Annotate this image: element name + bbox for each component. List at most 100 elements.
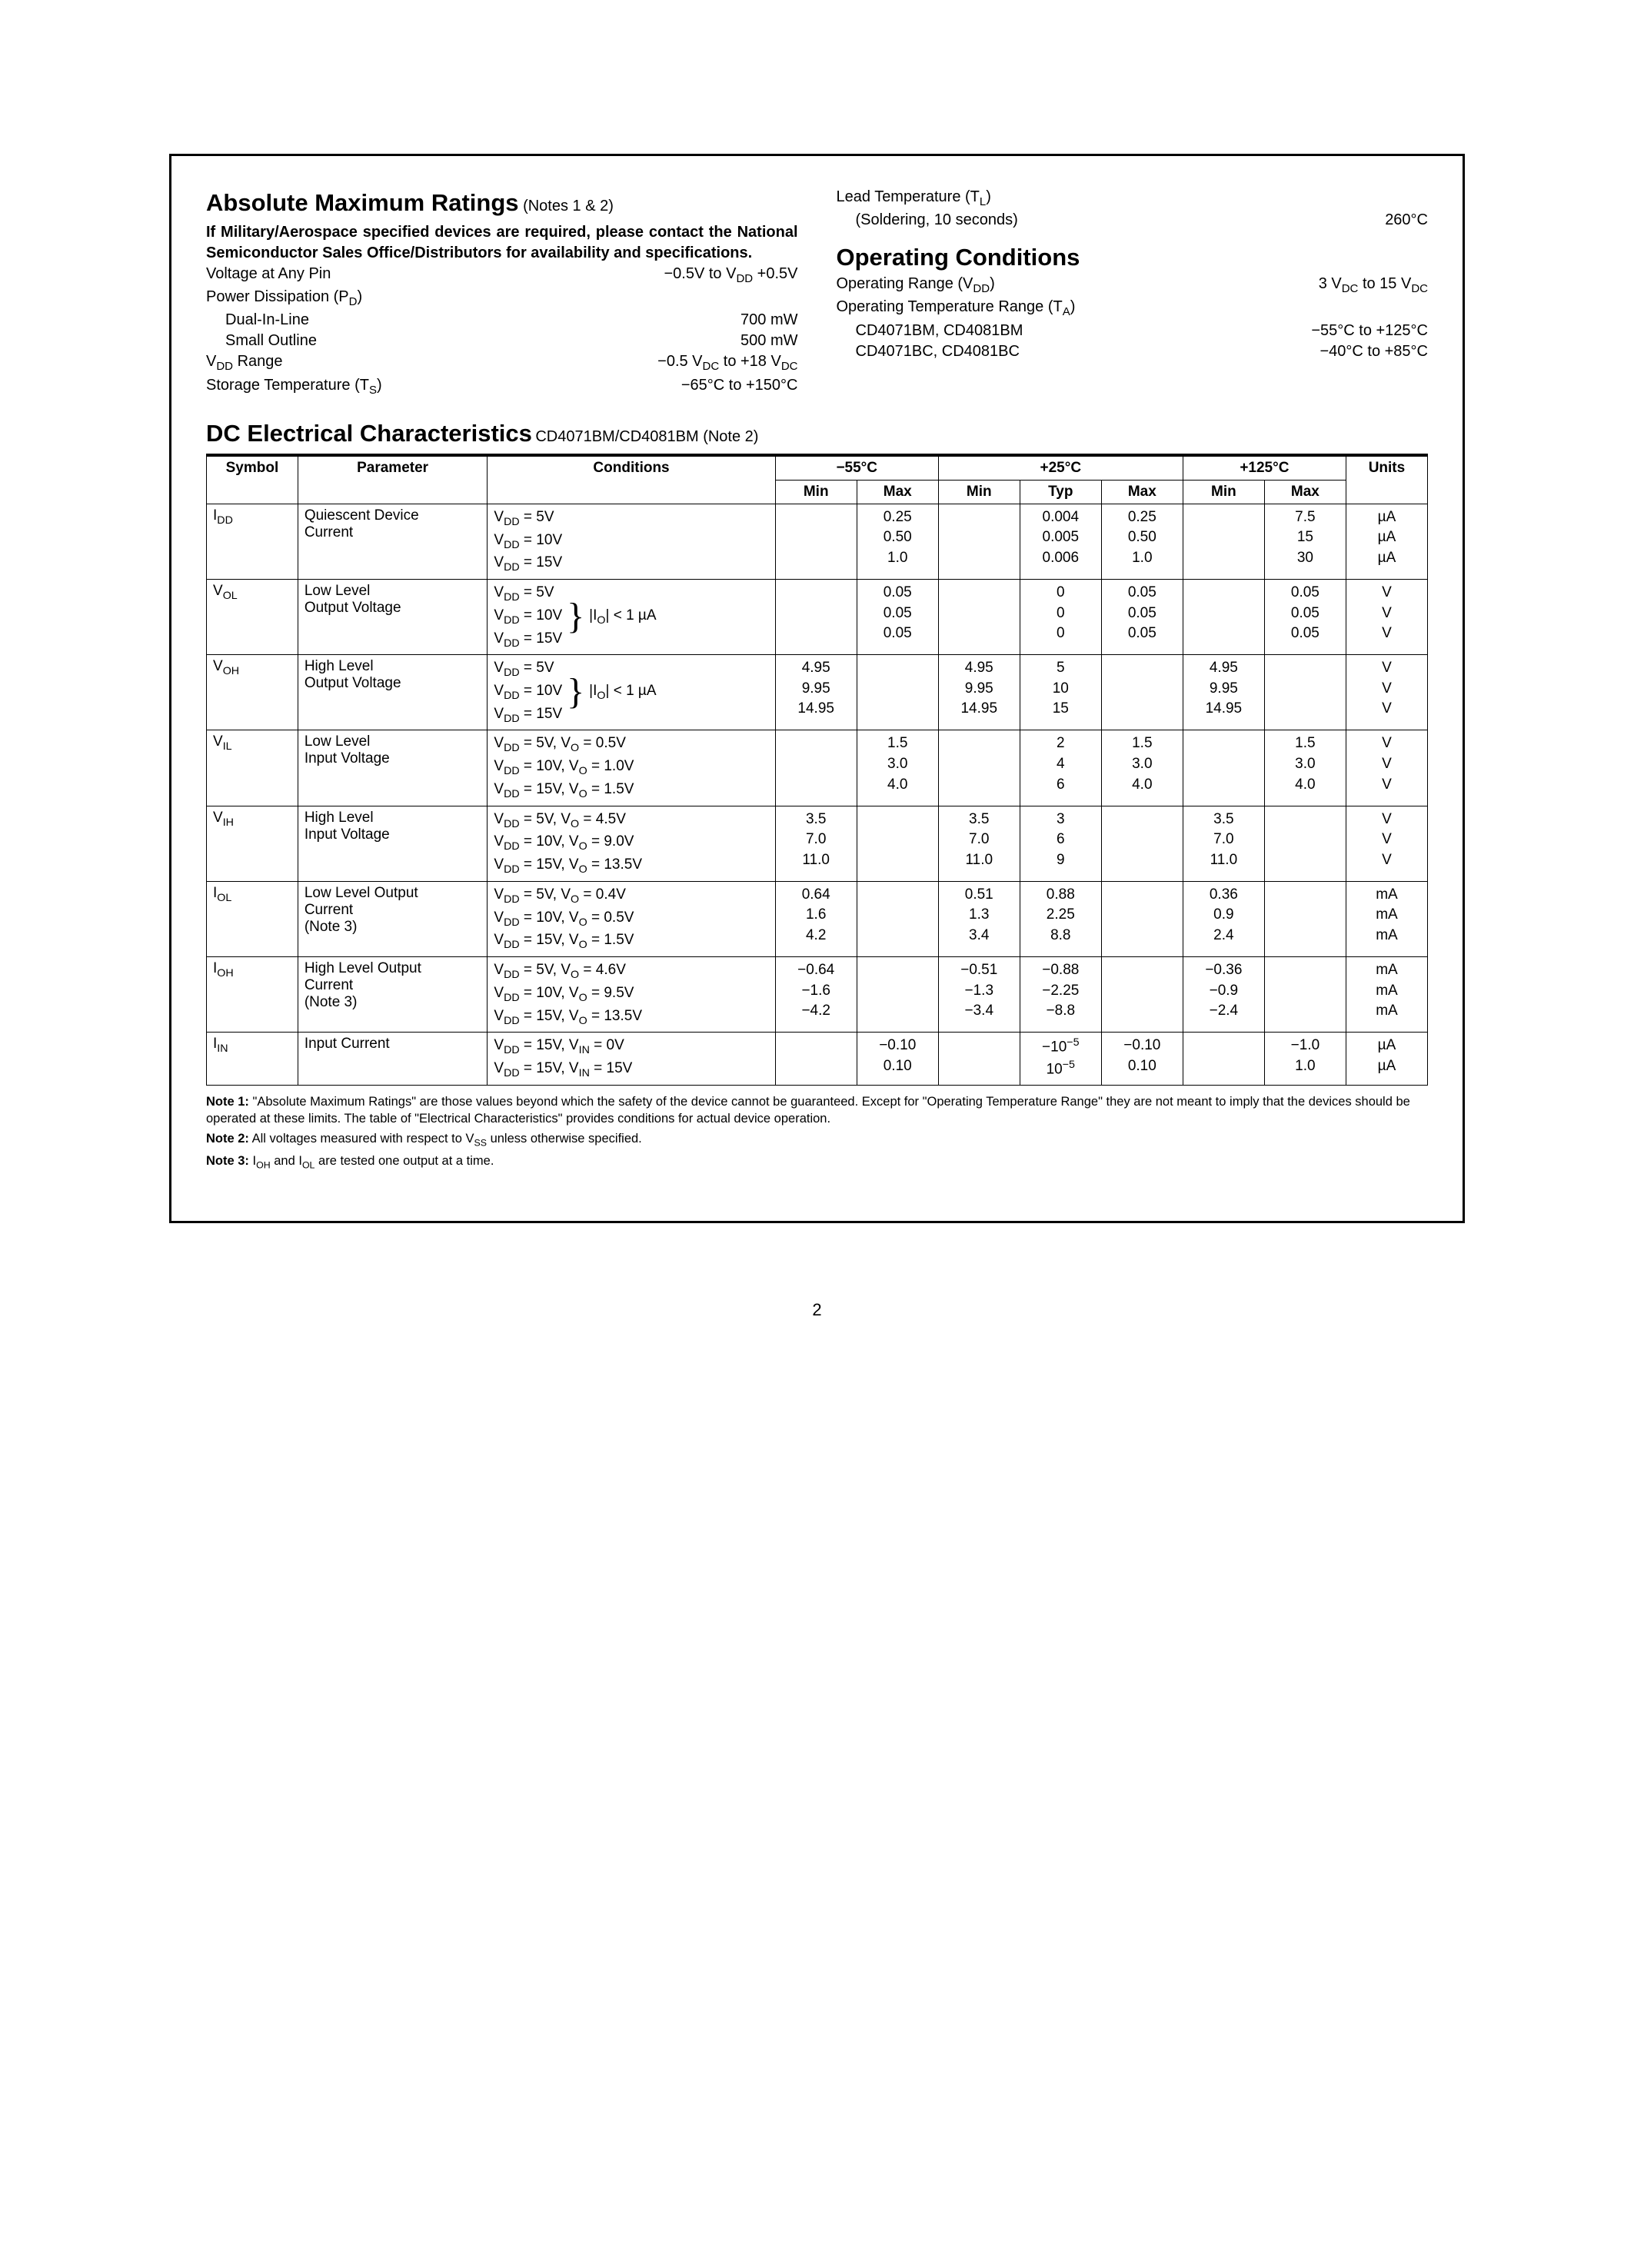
- th-parameter: Parameter: [298, 456, 488, 504]
- th-t1max: Max: [857, 480, 938, 504]
- dc-spec-table: Symbol Parameter Conditions −55°C +25°C …: [206, 456, 1428, 1086]
- cell-units: VVV: [1346, 655, 1427, 730]
- note-item: Note 1: "Absolute Maximum Ratings" are t…: [206, 1093, 1428, 1128]
- spec-row: Small Outline500 mW: [206, 331, 798, 351]
- notes-section: Note 1: "Absolute Maximum Ratings" are t…: [206, 1093, 1428, 1172]
- cell-value: [1183, 504, 1264, 579]
- cell-value: [857, 881, 938, 956]
- dc-title-note: CD4071BM/CD4081BM (Note 2): [535, 428, 758, 445]
- spec-label: Power Dissipation (PD): [206, 287, 798, 310]
- ratings-section: Absolute Maximum Ratings (Notes 1 & 2) I…: [206, 187, 1428, 398]
- cell-value: 0.050.050.05: [1264, 580, 1346, 655]
- cell-symbol: VOL: [207, 580, 298, 655]
- cell-units: mAmAmA: [1346, 881, 1427, 956]
- cell-value: 000: [1020, 580, 1101, 655]
- cell-value: [775, 730, 857, 806]
- spec-row: (Soldering, 10 seconds)260°C: [837, 210, 1429, 231]
- cell-parameter: Low Level OutputCurrent (Note 3): [298, 881, 488, 956]
- cell-parameter: Quiescent DeviceCurrent: [298, 504, 488, 579]
- spec-value: −0.5V to VDD +0.5V: [664, 264, 797, 287]
- spec-label: (Soldering, 10 seconds): [837, 210, 1386, 231]
- cell-value: [775, 504, 857, 579]
- th-t1min: Min: [775, 480, 857, 504]
- spec-row: CD4071BM, CD4081BM−55°C to +125°C: [837, 321, 1429, 341]
- spec-label: Dual-In-Line: [206, 310, 740, 331]
- cell-value: [938, 730, 1020, 806]
- table-row: VIHHigh Level Input VoltageVDD = 5V, VO …: [207, 806, 1428, 881]
- cell-units: µAµAµA: [1346, 504, 1427, 579]
- spec-value: −40°C to +85°C: [1320, 341, 1428, 362]
- cell-conditions: VDD = 5VVDD = 10VVDD = 15V}|IO| < 1 µA: [488, 580, 775, 655]
- cell-value: 1.53.04.0: [1264, 730, 1346, 806]
- cell-parameter: High Level OutputCurrent (Note 3): [298, 957, 488, 1033]
- cell-value: −1.01.0: [1264, 1033, 1346, 1085]
- spec-label: Lead Temperature (TL): [837, 187, 1429, 210]
- cell-value: −0.100.10: [857, 1033, 938, 1085]
- spec-row: Operating Range (VDD)3 VDC to 15 VDC: [837, 274, 1429, 297]
- cell-value: 246: [1020, 730, 1101, 806]
- cell-symbol: VIH: [207, 806, 298, 881]
- cell-value: 1.53.04.0: [857, 730, 938, 806]
- cell-conditions: VDD = 5V, VO = 4.6VVDD = 10V, VO = 9.5VV…: [488, 957, 775, 1033]
- cell-value: 0.0040.0050.006: [1020, 504, 1101, 579]
- spec-row: VDD Range−0.5 VDC to +18 VDC: [206, 351, 798, 374]
- cell-conditions: VDD = 5V, VO = 0.4VVDD = 10V, VO = 0.5VV…: [488, 881, 775, 956]
- cell-value: 0.511.33.4: [938, 881, 1020, 956]
- cell-value: 0.050.050.05: [1101, 580, 1183, 655]
- cell-value: 1.53.04.0: [1101, 730, 1183, 806]
- cell-value: [938, 1033, 1020, 1085]
- spec-value: 3 VDC to 15 VDC: [1319, 274, 1428, 297]
- ratings-left-col: Absolute Maximum Ratings (Notes 1 & 2) I…: [206, 187, 798, 398]
- spec-label: CD4071BM, CD4081BM: [837, 321, 1312, 341]
- cell-value: −0.51−1.3−3.4: [938, 957, 1020, 1033]
- spec-row: Operating Temperature Range (TA): [837, 297, 1429, 320]
- th-t3max: Max: [1264, 480, 1346, 504]
- cell-conditions: VDD = 5V, VO = 4.5VVDD = 10V, VO = 9.0VV…: [488, 806, 775, 881]
- cell-value: 3.57.011.0: [938, 806, 1020, 881]
- cell-units: mAmAmA: [1346, 957, 1427, 1033]
- cell-units: µAµA: [1346, 1033, 1427, 1085]
- cell-symbol: IOL: [207, 881, 298, 956]
- cell-value: [1264, 806, 1346, 881]
- spec-value: −0.5 VDC to +18 VDC: [657, 351, 797, 374]
- cell-value: 369: [1020, 806, 1101, 881]
- page-number: 2: [0, 1300, 1634, 1320]
- cell-value: [938, 504, 1020, 579]
- cell-conditions: VDD = 5V, VO = 0.5VVDD = 10V, VO = 1.0VV…: [488, 730, 775, 806]
- cell-value: 0.641.64.2: [775, 881, 857, 956]
- table-row: VOHHigh Level Output VoltageVDD = 5VVDD …: [207, 655, 1428, 730]
- cell-symbol: IIN: [207, 1033, 298, 1085]
- spec-row: Power Dissipation (PD): [206, 287, 798, 310]
- cell-symbol: IDD: [207, 504, 298, 579]
- spec-label: Storage Temperature (TS): [206, 375, 681, 398]
- cell-value: [775, 580, 857, 655]
- cell-value: 3.57.011.0: [775, 806, 857, 881]
- dc-title: DC Electrical Characteristics: [206, 420, 532, 447]
- spec-row: Storage Temperature (TS)−65°C to +150°C: [206, 375, 798, 398]
- cell-parameter: Low Level Output Voltage: [298, 580, 488, 655]
- cell-value: [1183, 580, 1264, 655]
- th-conditions: Conditions: [488, 456, 775, 504]
- note-item: Note 3: IOH and IOL are tested one outpu…: [206, 1152, 1428, 1172]
- spec-label: Small Outline: [206, 331, 740, 351]
- abs-max-title: Absolute Maximum Ratings: [206, 189, 519, 216]
- cell-value: 0.882.258.8: [1020, 881, 1101, 956]
- cell-value: [857, 806, 938, 881]
- spec-value: 260°C: [1385, 210, 1428, 231]
- cell-value: [1183, 1033, 1264, 1085]
- cell-value: [1183, 730, 1264, 806]
- th-temp3: +125°C: [1183, 456, 1346, 480]
- cell-value: [857, 655, 938, 730]
- table-row: IOHHigh Level OutputCurrent (Note 3)VDD …: [207, 957, 1428, 1033]
- cell-value: 3.57.011.0: [1183, 806, 1264, 881]
- abs-max-note: (Notes 1 & 2): [523, 198, 614, 214]
- cell-value: [857, 957, 938, 1033]
- cell-symbol: VIL: [207, 730, 298, 806]
- cell-value: 4.959.9514.95: [1183, 655, 1264, 730]
- th-t2max: Max: [1101, 480, 1183, 504]
- table-row: IINInput CurrentVDD = 15V, VIN = 0VVDD =…: [207, 1033, 1428, 1085]
- cell-conditions: VDD = 5VVDD = 10VVDD = 15V: [488, 504, 775, 579]
- cell-value: 51015: [1020, 655, 1101, 730]
- cell-value: −0.88−2.25−8.8: [1020, 957, 1101, 1033]
- cell-units: VVV: [1346, 806, 1427, 881]
